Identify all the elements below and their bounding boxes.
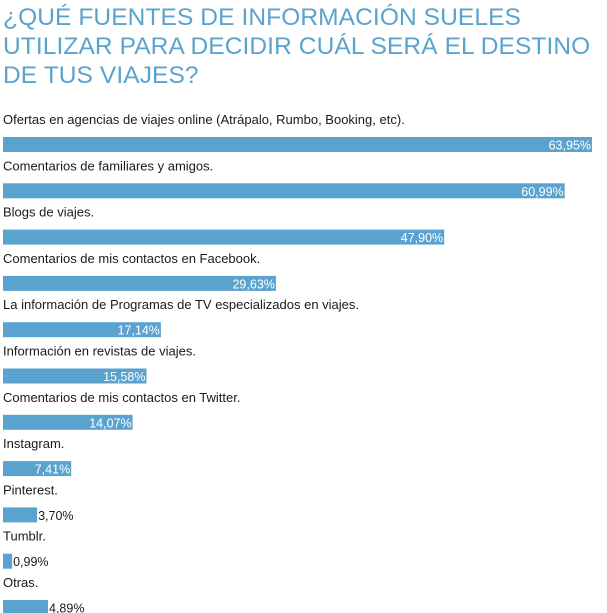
- bar: [3, 183, 565, 199]
- value-label: 3,70%: [38, 509, 73, 523]
- bar: [3, 229, 445, 245]
- bar: [3, 275, 276, 291]
- category-label: La información de Programas de TV especi…: [3, 297, 359, 312]
- category-label: Tumblr.: [3, 529, 46, 544]
- bar: [3, 322, 161, 338]
- bar: [3, 368, 147, 384]
- value-label: 29,63%: [232, 277, 274, 291]
- category-label: Instagram.: [3, 436, 64, 451]
- value-label: 47,90%: [401, 231, 443, 245]
- category-label: Pinterest.: [3, 482, 58, 497]
- bar: [3, 553, 13, 569]
- value-label: 60,99%: [521, 185, 563, 199]
- bar: [3, 600, 48, 613]
- value-label: 17,14%: [117, 324, 159, 338]
- category-label: Otras.: [3, 575, 38, 590]
- category-label: Blogs de viajes.: [3, 205, 94, 220]
- category-label: Comentarios de mis contactos en Twitter.: [3, 390, 240, 405]
- bar: [3, 414, 133, 430]
- category-label: Comentarios de familiares y amigos.: [3, 158, 213, 173]
- value-label: 4,89%: [49, 602, 84, 613]
- value-label: 63,95%: [549, 139, 591, 153]
- value-label: 15,58%: [103, 370, 145, 384]
- value-label: 0,99%: [13, 555, 48, 569]
- category-label: Información en revistas de viajes.: [3, 344, 196, 359]
- value-label: 14,07%: [89, 416, 131, 430]
- category-label: Ofertas en agencias de viajes online (At…: [3, 112, 405, 127]
- value-label: 7,41%: [35, 463, 70, 477]
- chart-title: ¿QUÉ FUENTES DE INFORMACIÓN SUELES UTILI…: [3, 4, 591, 89]
- bar: [3, 507, 38, 523]
- bar: [3, 137, 592, 152]
- category-label: Comentarios de mis contactos en Facebook…: [3, 251, 260, 266]
- bar: [3, 461, 72, 477]
